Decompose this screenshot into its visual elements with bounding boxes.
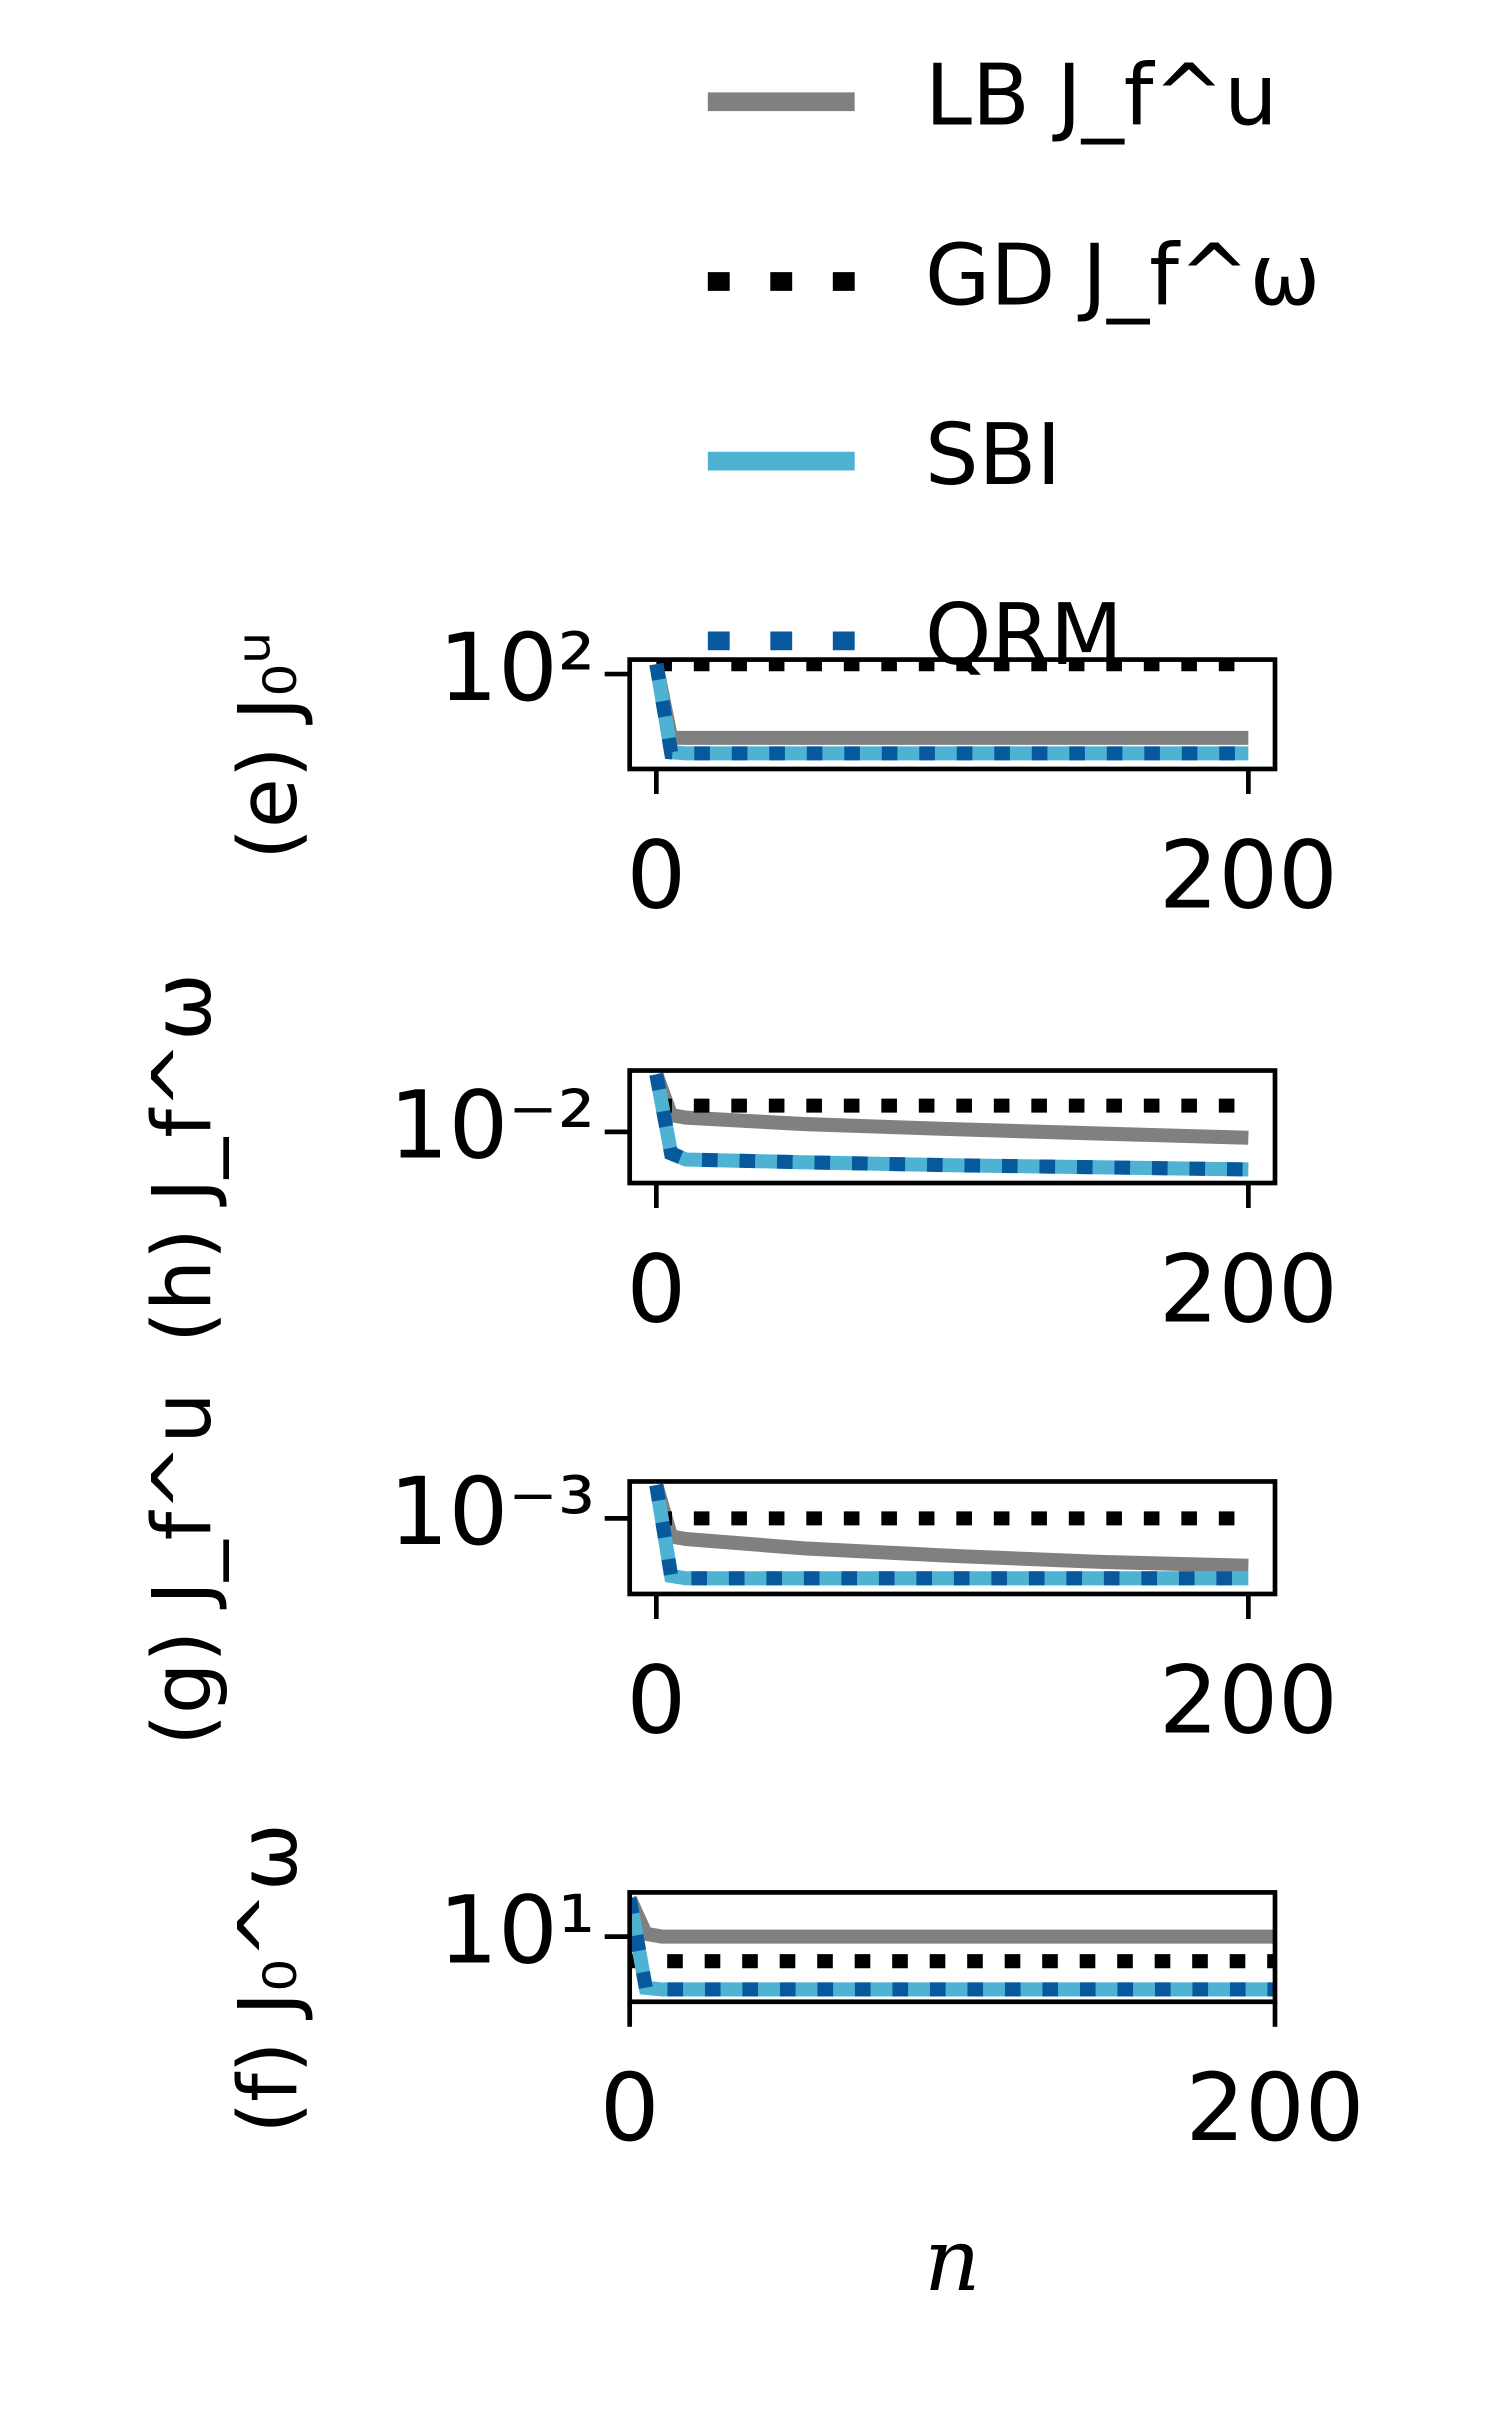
axes-frame bbox=[627, 657, 1278, 772]
y-tick-label: 10¹ bbox=[438, 1876, 595, 1985]
axes-frame bbox=[627, 1890, 1278, 2005]
legend-label: LB J_f^u bbox=[925, 47, 1278, 145]
series-line bbox=[629, 1895, 1275, 1944]
legend-label: SBI bbox=[925, 406, 1061, 504]
series-line bbox=[629, 1897, 1275, 1997]
y-axis-label: (f) J₀^ω bbox=[222, 1823, 316, 2133]
series-line bbox=[649, 663, 1249, 761]
series-line bbox=[649, 1483, 1249, 1573]
axes-frame bbox=[627, 1068, 1278, 1186]
legend-label: QRM bbox=[925, 586, 1123, 684]
x-tick-label: 0 bbox=[627, 821, 687, 930]
y-tick-label: 10⁻² bbox=[389, 1072, 595, 1181]
series-line bbox=[629, 1897, 1275, 1997]
y-axis-label: (h) J_f^ω bbox=[136, 973, 230, 1343]
x-tick-label: 0 bbox=[627, 1646, 687, 1755]
series-line bbox=[649, 1073, 1249, 1177]
x-tick-label: 0 bbox=[600, 2054, 660, 2163]
axes-frame bbox=[627, 1479, 1278, 1597]
y-tick-label: 10² bbox=[438, 614, 595, 723]
y-axis-label: (g) J_f^u bbox=[136, 1392, 230, 1746]
x-tick-label: 200 bbox=[1159, 821, 1338, 930]
series-line bbox=[649, 1071, 1249, 1145]
x-tick-label: 200 bbox=[1186, 2054, 1365, 2163]
x-tick-label: 200 bbox=[1159, 1235, 1338, 1344]
series-line bbox=[649, 1483, 1249, 1586]
y-axis-label: (e) J₀ᵘ bbox=[222, 631, 316, 860]
x-tick-label: 200 bbox=[1159, 1646, 1338, 1755]
y-tick-label: 10⁻³ bbox=[389, 1458, 595, 1567]
x-tick-label: 0 bbox=[627, 1235, 687, 1344]
legend-label: GD J_f^ω bbox=[925, 226, 1320, 324]
x-axis-label: n bbox=[924, 2209, 980, 2311]
